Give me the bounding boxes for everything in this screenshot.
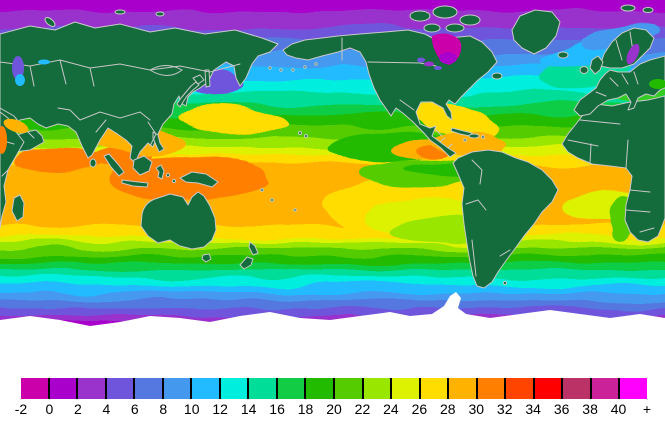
colorbar-tick-label: 40 — [610, 401, 627, 417]
landmass-sulawesi — [155, 164, 165, 180]
landmass-sumatra — [103, 153, 125, 177]
hudson-bay-south — [439, 52, 457, 64]
landmass-sakhalin — [204, 69, 211, 88]
antarctica-ice — [0, 292, 665, 348]
colorbar-segment — [47, 378, 77, 399]
colorbar-segment — [390, 378, 419, 399]
great-lake — [434, 66, 442, 70]
colorbar-tick-label: 8 — [159, 401, 168, 417]
colorbar-tick-label: 14 — [240, 401, 257, 417]
colorbar-segment — [161, 378, 191, 399]
colorbar-tick-label: + — [642, 401, 652, 417]
persian-gulf — [3, 118, 29, 134]
colorbar-tick-label: 20 — [326, 401, 342, 417]
caspian-sea — [12, 56, 24, 80]
colorbar-segment — [275, 378, 305, 399]
landmass-europe — [573, 55, 665, 117]
colorbar-segment — [104, 378, 134, 399]
colorbar-tick-label: -2 — [14, 401, 28, 417]
colorbar-tick-label: 0 — [45, 401, 54, 417]
great-lake — [417, 57, 425, 63]
landmass-sri-lanka — [89, 158, 97, 168]
landmass-australia — [140, 191, 217, 250]
landmass-new-guinea — [179, 171, 219, 188]
colorbar-tick-label: 6 — [130, 401, 139, 417]
red-sea — [0, 126, 7, 154]
colorbar-segment — [190, 378, 219, 399]
black-sea — [649, 79, 665, 89]
baltic-sea — [626, 43, 640, 65]
landmass-new-zealand-north — [248, 241, 259, 256]
colorbar-tick-label: 2 — [74, 401, 82, 417]
colorbar-segment — [247, 378, 276, 399]
colorbar-segment — [561, 378, 590, 399]
colorbar-tick-label: 18 — [297, 401, 314, 417]
landmass-hokkaido — [192, 74, 205, 85]
colorbar-segment — [21, 378, 48, 399]
colorbar-segment — [447, 378, 476, 399]
colorbar-segment — [218, 378, 248, 399]
colorbar-segment — [618, 378, 648, 399]
colorbar-segment — [589, 378, 619, 399]
colorbar-segment — [133, 378, 162, 399]
colorbar-segment — [76, 378, 105, 399]
landmass-south-america — [452, 149, 559, 289]
colorbar-segment — [333, 378, 362, 399]
colorbar-segment — [475, 378, 505, 399]
landmass-ireland — [579, 66, 589, 74]
landmass-madagascar — [11, 194, 25, 222]
colorbar-segment — [504, 378, 533, 399]
colorbar-segments — [21, 378, 648, 399]
colorbar-tick-label: 22 — [354, 401, 371, 417]
colorbar-segment — [361, 378, 391, 399]
colorbar-tick-label: 24 — [383, 401, 399, 417]
colorbar-tick-label: 36 — [553, 401, 570, 417]
colorbar-tick-label: 34 — [525, 401, 541, 417]
colorbar-tick-label: 16 — [269, 401, 285, 417]
colorbar-segment — [532, 378, 562, 399]
colorbar-tick-label: 26 — [411, 401, 428, 417]
colorbar: -2 0 2 4 6 8 10 12 14 16 18 20 22 24 26 28 30 32 34 36 38 40 + — [15, 378, 651, 418]
landmass-tasmania — [201, 253, 212, 263]
colorbar-tick-label: 32 — [496, 401, 513, 417]
landmass-greenland — [511, 9, 561, 55]
colorbar-segment — [418, 378, 448, 399]
great-lake — [424, 61, 434, 67]
landmass-japan — [176, 81, 200, 108]
colorbar-tick-label: 4 — [102, 401, 111, 417]
landmass-britain — [589, 55, 604, 75]
landmass-new-zealand-south — [239, 256, 254, 270]
colorbar-tick-label: 30 — [468, 401, 485, 417]
caspian-sea-south — [15, 74, 25, 86]
colorbar-tick-label: 28 — [440, 401, 456, 417]
landmass-java — [121, 179, 149, 188]
inland-waters — [0, 33, 665, 154]
world-sst-map — [0, 0, 665, 348]
lake-balkhash — [38, 59, 50, 65]
colorbar-tick-label: 12 — [212, 401, 228, 417]
colorbar-segment — [304, 378, 334, 399]
country-borders — [0, 31, 655, 277]
colorbar-tick-label: 10 — [183, 401, 200, 417]
colorbar-labels: -2 0 2 4 6 8 10 12 14 16 18 20 22 24 26 28 30 32 34 36 38 40 + — [15, 399, 651, 417]
colorbar-tick-label: 38 — [582, 401, 598, 417]
landmass-borneo — [132, 155, 153, 176]
landmass-scandinavia — [599, 27, 655, 69]
landmass-newfoundland — [491, 72, 503, 80]
landmass-iceland — [557, 51, 569, 59]
